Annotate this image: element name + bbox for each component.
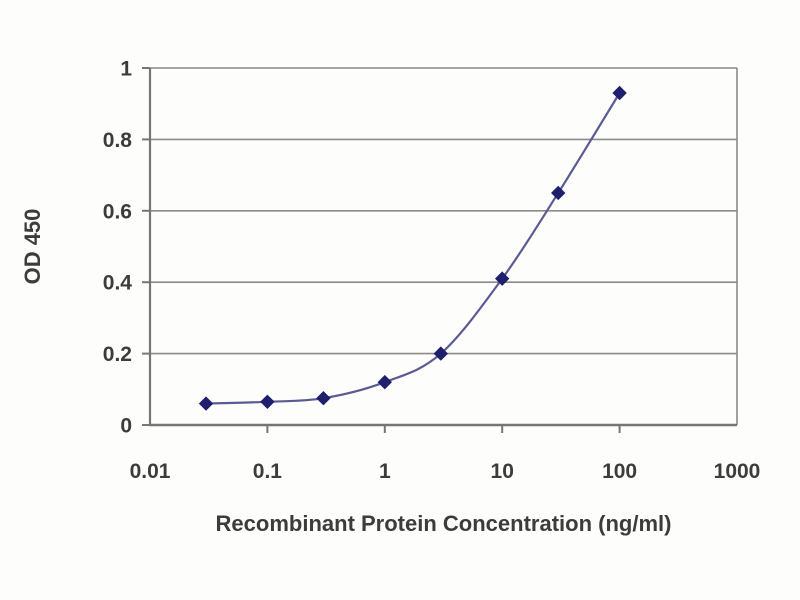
x-tick-label: 0.01 — [130, 460, 171, 483]
y-axis-title: OD 450 — [20, 209, 45, 285]
data-point-marker — [377, 374, 393, 390]
data-point-marker — [494, 271, 510, 286]
data-point-marker — [316, 391, 331, 406]
x-axis-title: Recombinant Protein Concentration (ng/ml… — [216, 511, 672, 536]
y-tick-label: 1 — [120, 58, 132, 81]
data-point-marker — [260, 394, 275, 410]
data-point-marker — [612, 85, 627, 101]
x-tick-label: 1 — [379, 460, 391, 483]
y-tick-label: 0.4 — [103, 272, 133, 295]
data-point-marker — [198, 396, 214, 411]
y-tick-label: 0.2 — [103, 343, 132, 366]
x-tick-label: 1000 — [714, 460, 761, 483]
x-tick-label: 100 — [602, 460, 637, 483]
y-tick-label: 0.8 — [103, 129, 133, 152]
data-point-marker — [433, 346, 449, 361]
data-point-marker — [551, 185, 566, 201]
x-tick-label: 10 — [491, 460, 514, 483]
y-tick-label: 0 — [120, 415, 132, 438]
y-tick-label: 0.6 — [103, 200, 132, 223]
x-tick-label: 0.1 — [253, 460, 283, 483]
